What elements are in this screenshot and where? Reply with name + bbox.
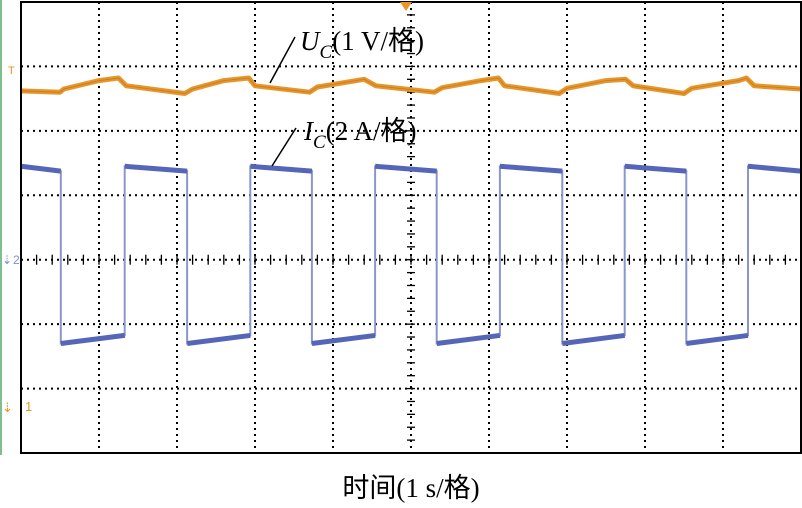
trigger-level-marker: T	[8, 65, 15, 77]
ic-high-plateau	[20, 163, 62, 174]
ic-low-plateau	[436, 332, 501, 346]
ic-high-plateau	[124, 163, 188, 174]
ch1-ground-marker: ⇣ 1	[2, 399, 32, 415]
x-axis-label: 时间(1 s/格)	[342, 473, 479, 503]
ic-label-leader	[271, 127, 297, 167]
uc-label-leader	[269, 36, 296, 84]
ic-low-plateau	[186, 332, 251, 346]
ic-high-plateau	[250, 163, 313, 174]
ic-label: IC(2 A/格)	[303, 116, 416, 153]
ch2-ground-icon: ⇣	[2, 253, 12, 267]
ic-low-plateau	[686, 332, 749, 346]
trigger-marker-icon	[400, 2, 412, 11]
ic-low-plateau	[60, 332, 126, 346]
ch1-ground-icon: ⇣	[2, 400, 13, 415]
grid	[20, 1, 802, 454]
ic-high-plateau	[374, 163, 437, 174]
ic-high-plateau	[747, 163, 802, 174]
svg-text:1: 1	[25, 399, 32, 414]
ic-high-plateau	[499, 163, 563, 174]
svg-text:2: 2	[13, 253, 20, 267]
uc-trace-noise	[20, 77, 802, 95]
traces	[20, 75, 802, 346]
ic-low-plateau	[562, 332, 626, 346]
uc-label: UC(1 V/格)	[300, 26, 424, 63]
ic-high-plateau	[624, 163, 687, 174]
ic-low-plateau	[311, 332, 376, 346]
ch2-ground-marker: ⇣ 2	[2, 253, 20, 267]
